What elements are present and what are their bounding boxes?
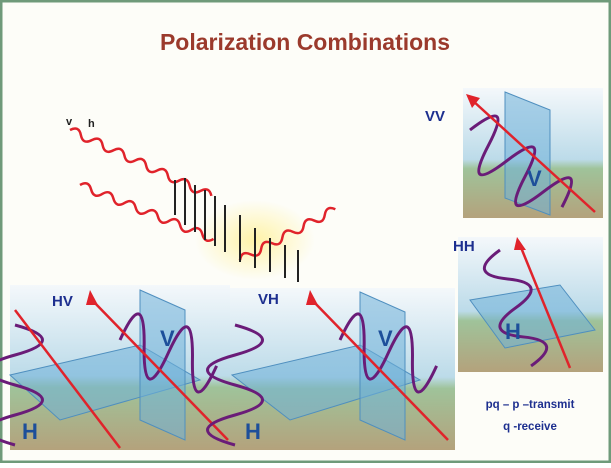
panel-label: HH: [453, 238, 475, 255]
panel-hv: H V: [0, 285, 230, 450]
plane-label: V: [160, 326, 175, 351]
panel-hh: H: [458, 237, 603, 372]
legend-line: pq – p –transmit: [486, 399, 575, 411]
panel-label: VH: [258, 291, 279, 308]
title: Polarization Combinations: [160, 29, 450, 55]
legend-line: q -receive: [503, 421, 557, 433]
panel-vv: V: [452, 88, 603, 228]
panel-label: HV: [52, 293, 73, 310]
incident-label: v: [66, 116, 73, 128]
plane-label: H: [245, 419, 261, 444]
plane-label: H: [505, 319, 521, 344]
plane-label: H: [22, 419, 38, 444]
panel-label: VV: [425, 108, 445, 125]
plane-label: V: [378, 326, 393, 351]
panel-vh: H V: [208, 288, 456, 450]
diagram: Polarization Combinations v h V VV: [0, 0, 611, 463]
plane-label: V: [527, 166, 542, 191]
incident-label: h: [88, 118, 95, 130]
